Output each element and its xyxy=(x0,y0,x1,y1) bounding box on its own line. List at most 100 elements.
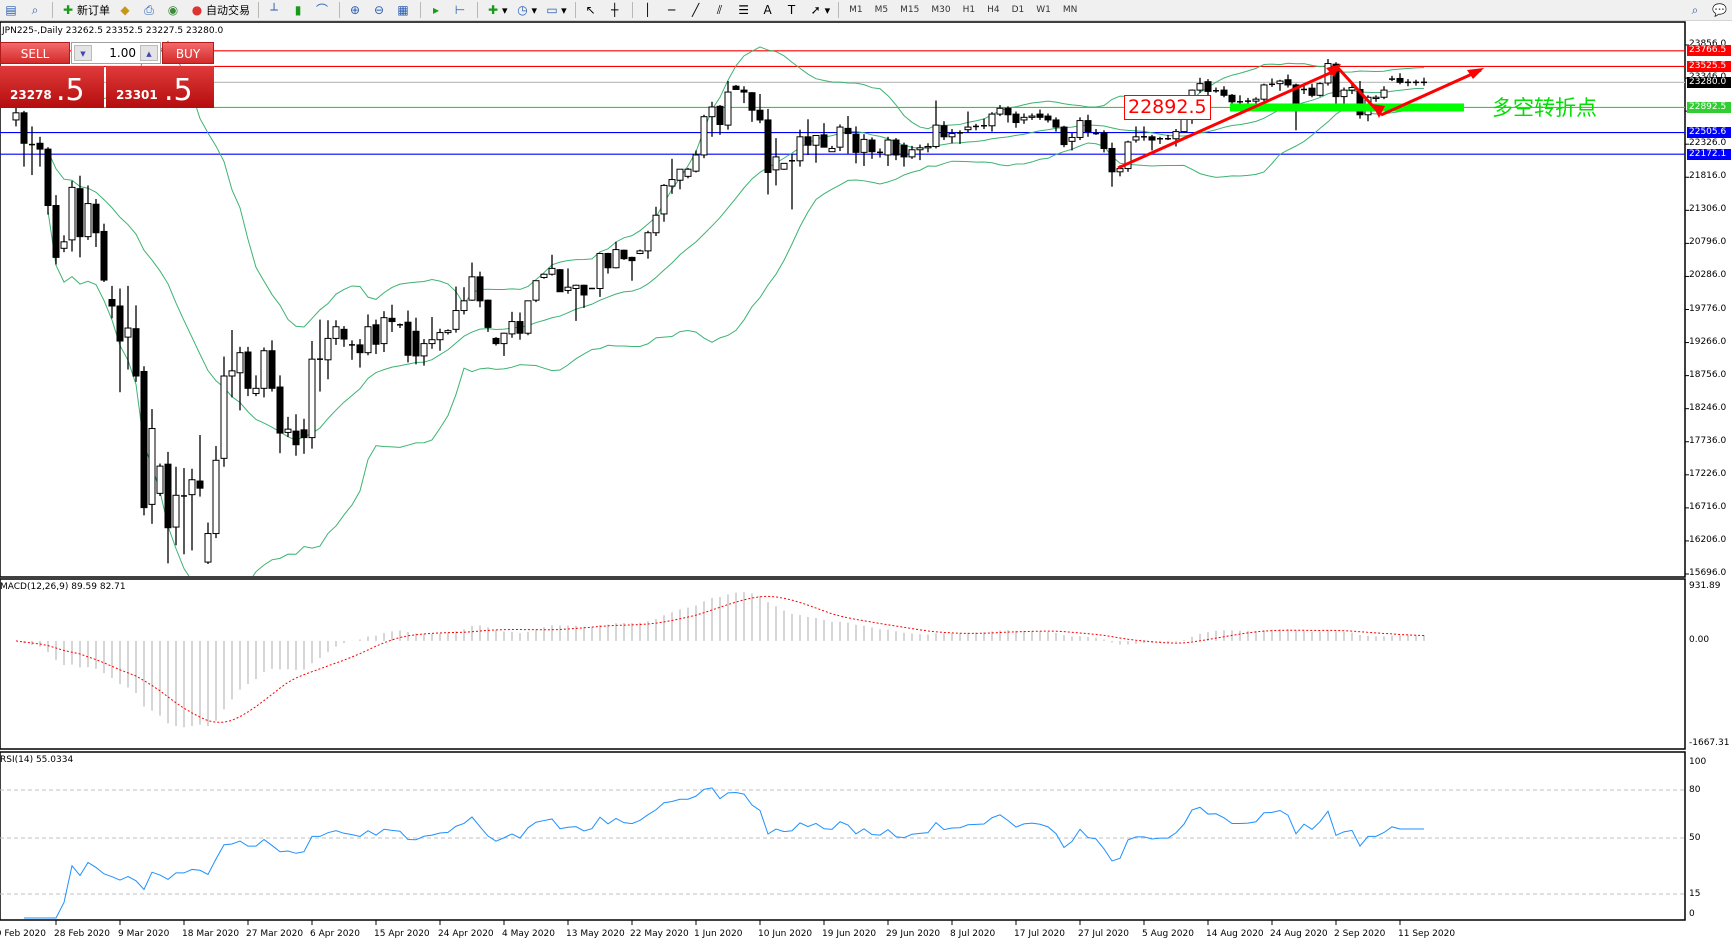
crosshair-button[interactable]: ┼ xyxy=(604,1,628,19)
auto-trading-button[interactable]: ● 自动交易 xyxy=(186,1,254,19)
timeframe-w1[interactable]: W1 xyxy=(1036,5,1051,15)
lot-increase-icon[interactable]: ▲ xyxy=(140,45,158,61)
candle xyxy=(660,184,668,222)
buy-price-box[interactable]: 23301 .5 xyxy=(106,66,214,108)
search-button[interactable]: ⌕ xyxy=(1684,1,1708,19)
lot-size-value[interactable]: 1.00 xyxy=(109,46,136,60)
timeframe-m15[interactable]: M15 xyxy=(900,5,920,15)
signal-button[interactable]: ◉ xyxy=(162,1,186,19)
timeframe-h4[interactable]: H4 xyxy=(987,5,1000,15)
candle-body xyxy=(1356,88,1364,116)
templates-button[interactable]: ▭ ▾ xyxy=(546,3,567,17)
vertical-line-button[interactable]: │ xyxy=(637,1,661,19)
buy-button[interactable]: BUY xyxy=(162,42,214,64)
candle-body xyxy=(452,310,460,330)
bar-chart-button[interactable]: ┴ xyxy=(263,1,287,19)
bollinger-middle-band xyxy=(47,87,1425,441)
timeframe-m30[interactable]: M30 xyxy=(931,5,951,15)
candle-body xyxy=(884,139,892,156)
zoom-in-button[interactable]: ⊕ xyxy=(344,1,368,19)
price-tick-label: 17736.0 xyxy=(1689,435,1727,446)
history-button[interactable]: ⎙ xyxy=(138,1,162,19)
price-tick-label: 21816.0 xyxy=(1689,171,1727,182)
chart-shift-button[interactable]: ⊢ xyxy=(449,1,473,19)
candle-body xyxy=(20,112,28,144)
new-order-button[interactable]: ✚ 新订单 xyxy=(57,1,114,19)
zoom-history-button[interactable]: ⌕ xyxy=(24,1,48,19)
candle-body xyxy=(580,284,588,296)
sell-price-box[interactable]: 23278 .5 xyxy=(0,66,104,108)
timeframe-h1[interactable]: H1 xyxy=(962,5,976,15)
candle-body xyxy=(188,479,196,496)
candle xyxy=(580,284,588,308)
candle xyxy=(924,143,932,153)
candle xyxy=(492,337,500,346)
candle xyxy=(212,446,220,539)
date-tick-label: 5 Aug 2020 xyxy=(1142,929,1194,939)
experts-button[interactable]: ◆ xyxy=(114,1,138,19)
candle-body xyxy=(516,321,524,334)
macd-label: MACD(12,26,9) 89.59 82.71 xyxy=(0,582,126,592)
candle xyxy=(948,129,956,144)
date-tick-label: 10 Jun 2020 xyxy=(758,929,813,939)
candle xyxy=(317,319,323,392)
candlestick-button[interactable]: ▮ xyxy=(287,1,311,19)
lot-size-stepper[interactable]: ▼ 1.00 ▲ xyxy=(71,42,161,64)
price-tick-label: 21306.0 xyxy=(1689,204,1727,215)
candle xyxy=(644,230,652,259)
candle-body xyxy=(644,232,652,252)
tile-windows-button[interactable]: ▦ xyxy=(392,1,416,19)
date-tick-label: 13 May 2020 xyxy=(566,929,625,939)
periods-button[interactable]: ◷ ▾ xyxy=(517,3,538,17)
candle xyxy=(172,466,180,546)
horizontal-line-button[interactable]: ─ xyxy=(661,1,685,19)
timeframe-m5[interactable]: M5 xyxy=(874,5,889,15)
zoom-out-button[interactable]: ⊖ xyxy=(368,1,392,19)
candle xyxy=(1252,97,1260,104)
chat-button[interactable]: 💬 xyxy=(1708,1,1732,19)
candle-body xyxy=(1100,132,1108,149)
indicators-button[interactable]: ✚ ▾ xyxy=(487,3,508,17)
candle-body xyxy=(1068,136,1076,142)
candle xyxy=(204,522,212,565)
candle-body xyxy=(1396,77,1404,83)
text-label-icon: T xyxy=(787,3,796,17)
lot-decrease-icon[interactable]: ▼ xyxy=(74,45,92,61)
candle-body xyxy=(908,149,916,158)
candle xyxy=(1413,79,1419,86)
text-button[interactable]: A xyxy=(757,1,781,19)
new-chart-button[interactable]: ▤ xyxy=(0,1,24,19)
autoscroll-button[interactable]: ▸ xyxy=(425,1,449,19)
date-tick-label: 17 Jul 2020 xyxy=(1014,929,1065,939)
price-tick-label: 16206.0 xyxy=(1689,534,1727,545)
candle-body xyxy=(708,106,716,118)
price-annotation-box[interactable]: 22892.5 xyxy=(1124,95,1211,120)
candle xyxy=(636,249,644,255)
arrows-button[interactable]: ➚ ▾ xyxy=(810,3,831,17)
sell-button[interactable]: SELL xyxy=(0,42,70,64)
candle xyxy=(252,375,260,397)
timeframe-mn[interactable]: MN xyxy=(1062,5,1078,15)
fibonacci-button[interactable]: ☰ xyxy=(733,1,757,19)
price-tick-label: 16716.0 xyxy=(1689,501,1727,512)
candle-body xyxy=(756,109,764,121)
timeframe-d1[interactable]: D1 xyxy=(1011,5,1025,15)
timeframe-m1[interactable]: M1 xyxy=(849,5,863,15)
candle-body xyxy=(924,146,932,149)
channel-button[interactable]: ⫽ xyxy=(709,1,733,19)
candle-body xyxy=(628,256,636,262)
vertical-line-icon: │ xyxy=(643,3,652,17)
candle xyxy=(284,416,292,437)
candle xyxy=(844,116,852,154)
price-tick-label: 19266.0 xyxy=(1689,336,1727,347)
text-label-button[interactable]: T xyxy=(781,1,805,19)
trendline-button[interactable]: ╱ xyxy=(685,1,709,19)
cursor-button[interactable]: ↖ xyxy=(580,1,604,19)
line-chart-button[interactable]: ⌒ xyxy=(311,1,335,19)
candle-body xyxy=(652,214,660,234)
candle xyxy=(940,121,948,141)
candle xyxy=(828,145,836,153)
turning-point-annotation[interactable]: 多空转折点 xyxy=(1492,96,1597,120)
candle-body xyxy=(476,276,484,302)
